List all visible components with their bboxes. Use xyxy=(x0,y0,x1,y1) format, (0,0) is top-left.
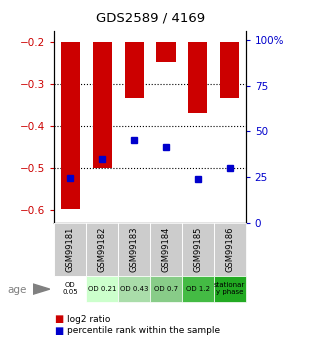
Polygon shape xyxy=(33,284,50,294)
Bar xyxy=(124,41,144,98)
Text: OD 1.2: OD 1.2 xyxy=(186,286,210,292)
Bar xyxy=(150,223,182,276)
Text: stationar
y phase: stationar y phase xyxy=(214,283,245,295)
Text: log2 ratio: log2 ratio xyxy=(67,315,110,324)
Text: ■: ■ xyxy=(54,314,64,324)
Bar xyxy=(214,276,246,302)
Text: ■: ■ xyxy=(54,326,64,335)
Bar xyxy=(188,41,207,113)
Text: percentile rank within the sample: percentile rank within the sample xyxy=(67,326,220,335)
Text: OD 0.43: OD 0.43 xyxy=(120,286,148,292)
Bar xyxy=(86,276,118,302)
Bar xyxy=(150,276,182,302)
Bar xyxy=(182,276,214,302)
Bar xyxy=(61,41,80,209)
Bar xyxy=(182,223,214,276)
Text: GDS2589 / 4169: GDS2589 / 4169 xyxy=(96,11,205,24)
Bar xyxy=(214,223,246,276)
Bar xyxy=(86,223,118,276)
Bar xyxy=(220,41,239,98)
Bar xyxy=(93,41,112,168)
Text: GSM99182: GSM99182 xyxy=(98,227,107,272)
Text: GSM99185: GSM99185 xyxy=(193,227,202,272)
Text: OD 0.21: OD 0.21 xyxy=(88,286,117,292)
Bar xyxy=(54,276,86,302)
Bar xyxy=(54,223,86,276)
Text: OD
0.05: OD 0.05 xyxy=(63,283,78,295)
Bar xyxy=(118,223,150,276)
Bar xyxy=(118,276,150,302)
Text: GSM99186: GSM99186 xyxy=(225,227,234,272)
Text: GSM99184: GSM99184 xyxy=(161,227,170,272)
Text: GSM99181: GSM99181 xyxy=(66,227,75,272)
Text: OD 0.7: OD 0.7 xyxy=(154,286,178,292)
Text: age: age xyxy=(8,285,27,295)
Text: GSM99183: GSM99183 xyxy=(130,227,139,272)
Bar xyxy=(156,41,175,62)
